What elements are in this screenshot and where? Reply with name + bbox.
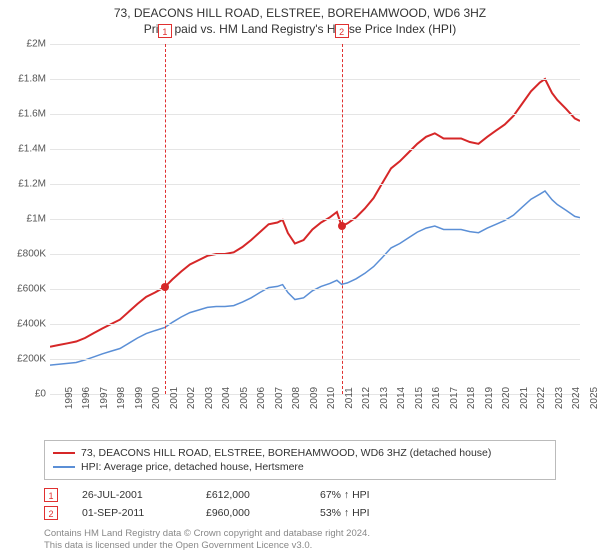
gridline	[50, 184, 580, 185]
footnote-line1: Contains HM Land Registry data © Crown c…	[44, 528, 556, 540]
x-axis-label: 2025	[575, 387, 600, 409]
y-axis-label: £800K	[4, 249, 46, 260]
gridline	[50, 114, 580, 115]
sale-dot	[161, 283, 169, 291]
legend: 73, DEACONS HILL ROAD, ELSTREE, BOREHAMW…	[44, 440, 556, 480]
sale-delta: 67% ↑ HPI	[320, 489, 410, 501]
sale-marker-index: 2	[335, 24, 349, 38]
sale-date: 26-JUL-2001	[82, 489, 182, 501]
legend-item-hpi: HPI: Average price, detached house, Hert…	[53, 460, 547, 474]
sale-dot	[338, 222, 346, 230]
footnote: Contains HM Land Registry data © Crown c…	[44, 528, 556, 552]
price-chart: £0£200K£400K£600K£800K£1M£1.2M£1.4M£1.6M…	[50, 44, 580, 394]
gridline	[50, 254, 580, 255]
table-row: 1 26-JUL-2001 £612,000 67% ↑ HPI	[44, 486, 556, 504]
sale-delta: 53% ↑ HPI	[320, 507, 410, 519]
gridline	[50, 359, 580, 360]
legend-label-hpi: HPI: Average price, detached house, Hert…	[81, 461, 304, 473]
sale-price: £612,000	[206, 489, 296, 501]
y-axis-label: £200K	[4, 354, 46, 365]
sale-date: 01-SEP-2011	[82, 507, 182, 519]
y-axis-label: £1.6M	[4, 109, 46, 120]
sales-table: 1 26-JUL-2001 £612,000 67% ↑ HPI 2 01-SE…	[44, 486, 556, 522]
gridline	[50, 289, 580, 290]
y-axis-label: £1M	[4, 214, 46, 225]
title-sub: Price paid vs. HM Land Registry's House …	[0, 22, 600, 38]
y-axis-label: £1.4M	[4, 144, 46, 155]
table-row: 2 01-SEP-2011 £960,000 53% ↑ HPI	[44, 504, 556, 522]
series-line	[50, 79, 580, 347]
gridline	[50, 79, 580, 80]
y-axis-label: £600K	[4, 284, 46, 295]
footnote-line2: This data is licensed under the Open Gov…	[44, 540, 556, 552]
y-axis-label: £1.8M	[4, 74, 46, 85]
series-line	[50, 191, 580, 365]
legend-label-property: 73, DEACONS HILL ROAD, ELSTREE, BOREHAMW…	[81, 447, 491, 459]
gridline	[50, 219, 580, 220]
sale-marker-index: 1	[158, 24, 172, 38]
sale-price: £960,000	[206, 507, 296, 519]
legend-swatch-property	[53, 452, 75, 454]
y-axis-label: £2M	[4, 39, 46, 50]
gridline	[50, 44, 580, 45]
y-axis-label: £1.2M	[4, 179, 46, 190]
gridline	[50, 324, 580, 325]
y-axis-label: £400K	[4, 319, 46, 330]
legend-item-property: 73, DEACONS HILL ROAD, ELSTREE, BOREHAMW…	[53, 446, 547, 460]
sale-index-1: 1	[44, 488, 58, 502]
legend-swatch-hpi	[53, 466, 75, 468]
title-main: 73, DEACONS HILL ROAD, ELSTREE, BOREHAMW…	[0, 6, 600, 22]
gridline	[50, 149, 580, 150]
chart-titles: 73, DEACONS HILL ROAD, ELSTREE, BOREHAMW…	[0, 0, 600, 37]
sale-index-2: 2	[44, 506, 58, 520]
sale-marker-line	[342, 44, 343, 394]
sale-marker-line	[165, 44, 166, 394]
y-axis-label: £0	[4, 389, 46, 400]
